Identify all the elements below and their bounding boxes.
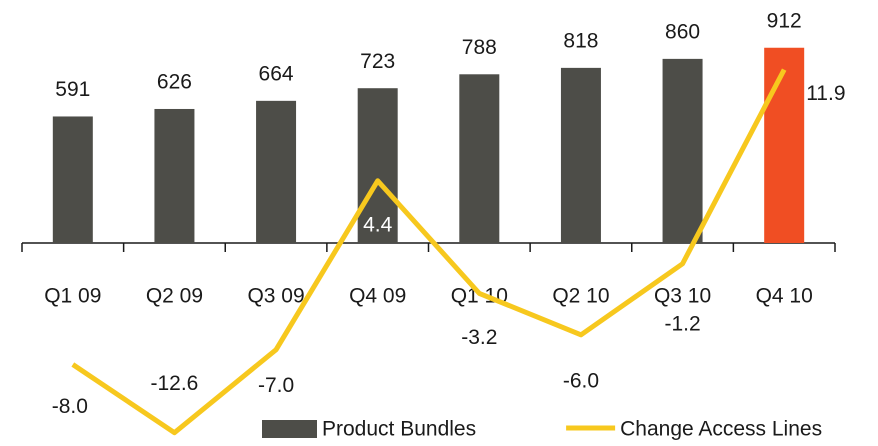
line-value-label: -6.0 [563,369,599,392]
bar [560,67,601,244]
bar-value-label: 626 [157,71,192,94]
bar-value-label: 723 [360,50,395,73]
line-value-label: 4.4 [363,213,393,236]
line-value-label: -3.2 [461,326,497,349]
x-tick-label: Q2 10 [552,285,609,308]
line [71,68,787,436]
legend-label: Change Access Lines [620,418,822,441]
line-value-label: -7.0 [258,374,294,397]
bar [459,74,500,244]
line-value-label: -8.0 [52,395,88,418]
x-tick-label: Q2 09 [146,285,203,308]
bar-value-label: 860 [665,20,700,43]
bar [662,58,703,244]
bar [357,88,398,243]
bar-value-label: 664 [259,62,294,85]
bar [256,100,297,243]
bar [154,108,195,243]
line-value-label: -1.2 [664,312,700,335]
line-value-label: -12.6 [151,372,199,395]
bar [764,47,805,243]
line-value-label: 11.9 [806,82,845,105]
legend: Product Bundles Change Access Lines [262,418,822,441]
bar [52,116,93,243]
x-tick-label: Q3 10 [654,285,711,308]
bar-value-label: 912 [767,9,802,32]
x-tick-label: Q1 09 [44,285,101,308]
bar-value-label: 788 [462,36,497,59]
legend-swatch [262,420,317,438]
x-tick-label: Q4 10 [756,285,813,308]
legend-label: Product Bundles [322,418,476,441]
bar-value-label: 818 [563,29,598,52]
x-tick-label: Q4 09 [349,285,406,308]
x-tick-label: Q3 09 [247,285,304,308]
bar-value-label: 591 [55,78,90,101]
